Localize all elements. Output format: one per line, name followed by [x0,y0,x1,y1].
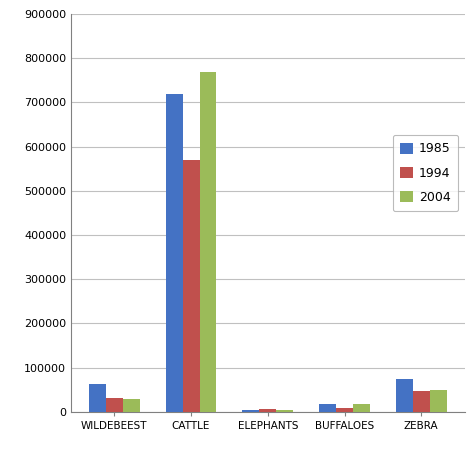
Bar [353,404,370,412]
Bar [413,391,430,412]
Bar [319,404,336,412]
Bar [166,95,182,412]
Bar [89,384,106,412]
Bar [106,398,123,412]
Legend: 1985, 1994, 2004: 1985, 1994, 2004 [393,135,458,212]
Bar [243,410,259,412]
Bar [259,409,276,412]
Bar [276,410,293,412]
Bar [200,72,217,412]
Bar [123,400,140,412]
Bar [396,379,413,412]
Bar [182,160,200,412]
Bar [336,408,353,412]
Bar [430,390,447,412]
